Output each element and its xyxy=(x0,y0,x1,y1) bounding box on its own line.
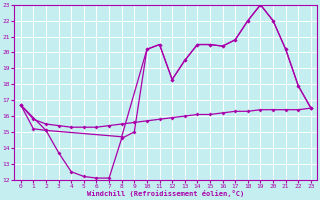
X-axis label: Windchill (Refroidissement éolien,°C): Windchill (Refroidissement éolien,°C) xyxy=(87,190,244,197)
